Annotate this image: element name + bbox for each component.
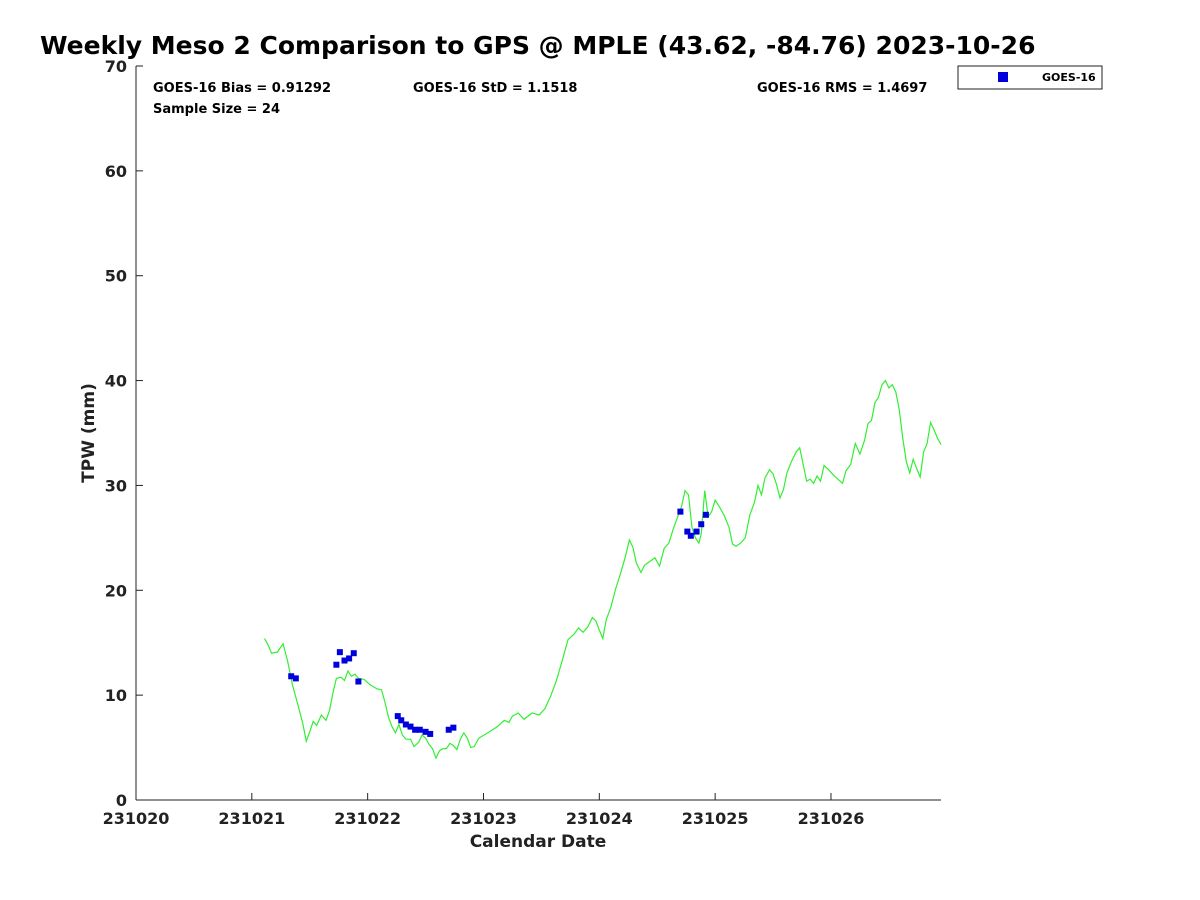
plot-area: 0 10 20 30 40 50 60 70 231020 231021 231022 231023… (103, 57, 942, 828)
legend-label-goes16: GOES-16 (1042, 71, 1096, 84)
goes16-point-23 (702, 511, 709, 518)
plot-background (136, 66, 941, 800)
y-tick-label-30: 30 (105, 476, 127, 495)
y-tick-label-0: 0 (116, 791, 127, 810)
legend-marker-goes16 (998, 72, 1008, 82)
bias-stat: GOES-16 Bias = 0.91292 (153, 81, 331, 96)
std-stat: GOES-16 StD = 1.1518 (413, 81, 577, 96)
sample-size-stat: Sample Size = 24 (153, 102, 280, 117)
rms-stat: GOES-16 RMS = 1.4697 (757, 81, 927, 96)
legend: GOES-16 (957, 65, 1103, 90)
goes16-point-20 (687, 532, 694, 539)
y-tick-label-20: 20 (105, 581, 127, 600)
goes16-point-12 (412, 726, 419, 733)
goes16-point-6 (350, 650, 357, 657)
gps-tpw-line (264, 379, 942, 760)
goes16-point-10 (402, 721, 409, 728)
goes16-point-2 (333, 661, 340, 668)
y-tick-label-70: 70 (105, 57, 127, 76)
goes16-point-13 (416, 726, 423, 733)
goes16-point-3 (336, 649, 343, 656)
goes16-point-11 (407, 723, 414, 730)
series-layer (264, 379, 942, 760)
goes16-point-21 (693, 528, 700, 535)
goes16-point-14 (422, 728, 429, 735)
goes16-point-18 (677, 508, 684, 515)
y-axis-label: TPW (mm) (79, 383, 99, 483)
x-axis-ticks: 231020 231021 231022 231023 231024 231025 2310… (103, 793, 865, 828)
x-tick-label-231024: 231024 (566, 809, 633, 828)
goes16-point-1 (292, 675, 299, 682)
goes16-point-19 (684, 528, 691, 535)
y-axis-ticks: 0 10 20 30 40 50 60 70 (105, 57, 143, 810)
goes16-point-17 (450, 724, 457, 731)
goes16-point-16 (445, 726, 452, 733)
x-tick-label-231021: 231021 (218, 809, 285, 828)
legend-box (957, 65, 1103, 90)
chart-title: Weekly Meso 2 Comparison to GPS @ MPLE (… (40, 31, 1035, 60)
y-tick-label-60: 60 (105, 162, 127, 181)
x-tick-label-231020: 231020 (103, 809, 170, 828)
goes16-point-15 (427, 730, 434, 737)
x-axis-label: Calendar Date (470, 832, 607, 852)
goes16-point-0 (288, 673, 295, 680)
goes16-point-9 (398, 717, 405, 724)
goes16-point-7 (355, 678, 362, 685)
goes16-point-5 (346, 655, 353, 662)
goes16-point-4 (341, 657, 348, 664)
x-tick-label-231026: 231026 (798, 809, 865, 828)
goes16-point-22 (698, 521, 705, 528)
x-tick-label-231022: 231022 (334, 809, 401, 828)
goes16-point-8 (394, 713, 401, 720)
x-tick-label-231025: 231025 (682, 809, 749, 828)
x-tick-label-231023: 231023 (450, 809, 517, 828)
y-tick-label-40: 40 (105, 372, 127, 391)
y-tick-label-10: 10 (105, 686, 127, 705)
y-tick-label-50: 50 (105, 267, 127, 286)
